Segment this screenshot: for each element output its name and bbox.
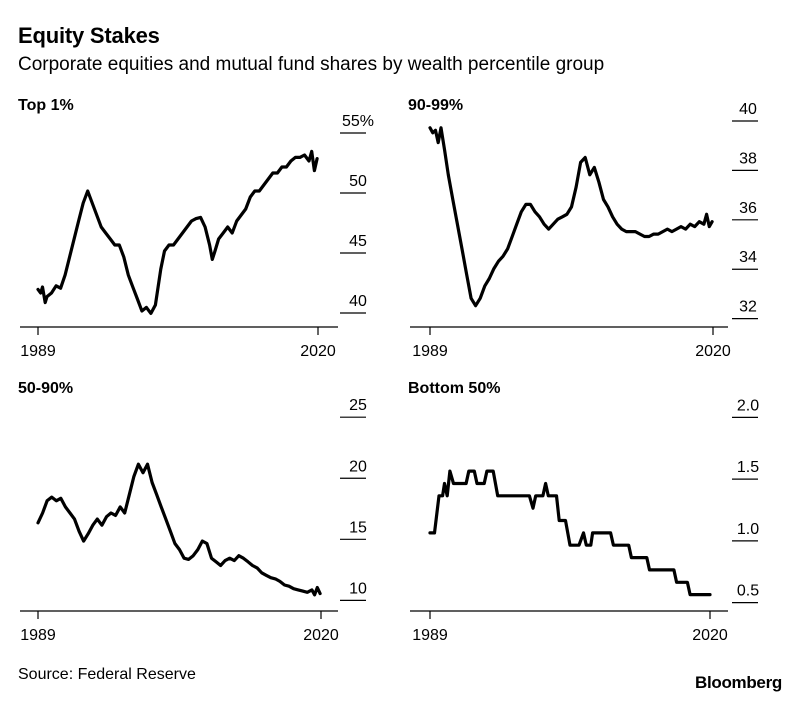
source-note: Source: Federal Reserve <box>18 666 196 683</box>
y-tick-label: 2.0 <box>737 397 759 414</box>
y-tick-label: 1.5 <box>737 459 759 476</box>
chart-panel-top-1: Top 1% 40 45 50 55% 1989 2020 <box>18 97 374 360</box>
x-tick-label: 1989 <box>20 627 56 644</box>
x-tick-label: 2020 <box>303 627 339 644</box>
y-tick-label: 25 <box>349 397 367 414</box>
y-tick-label: 32 <box>739 299 757 316</box>
series-line <box>36 462 322 597</box>
panel-title: 50-90% <box>18 380 73 397</box>
panel-title: Top 1% <box>18 97 74 114</box>
y-tick-label: 55% <box>342 113 374 130</box>
chart-panel-50-90: 50-90% 10 15 20 25 1989 2020 <box>18 380 367 644</box>
x-tick-label: 2020 <box>300 343 336 360</box>
x-tick-label: 1989 <box>412 627 448 644</box>
y-tick-label: 40 <box>349 293 367 310</box>
y-tick-label: 36 <box>739 200 757 217</box>
x-tick-label: 1989 <box>20 343 56 360</box>
x-tick-label: 1989 <box>412 343 448 360</box>
panel-title: Bottom 50% <box>408 380 500 397</box>
y-tick-label: 38 <box>739 150 757 167</box>
series-line <box>428 126 714 308</box>
y-tick-label: 45 <box>349 233 367 250</box>
y-tick-label: 0.5 <box>737 583 759 600</box>
y-tick-label: 34 <box>739 249 757 266</box>
x-tick-label: 2020 <box>692 627 728 644</box>
y-tick-label: 1.0 <box>737 521 759 538</box>
series-line <box>428 469 712 597</box>
y-tick-label: 10 <box>349 580 367 597</box>
y-tick-label: 40 <box>739 101 757 118</box>
chart-panel-90-99: 90-99% 32 34 36 38 40 1989 2020 <box>408 97 758 360</box>
bloomberg-logo: Bloomberg <box>694 673 782 692</box>
page-subtitle: Corporate equities and mutual fund share… <box>18 54 605 75</box>
y-tick-label: 50 <box>349 173 367 190</box>
y-tick-label: 20 <box>349 458 367 475</box>
series-line <box>36 149 319 315</box>
x-tick-label: 2020 <box>695 343 731 360</box>
page-title: Equity Stakes <box>18 23 160 48</box>
panel-title: 90-99% <box>408 97 463 114</box>
y-tick-label: 15 <box>349 519 367 536</box>
chart-panel-bottom-50: Bottom 50% 0.5 1.0 1.5 2.0 1989 2020 <box>408 380 759 644</box>
